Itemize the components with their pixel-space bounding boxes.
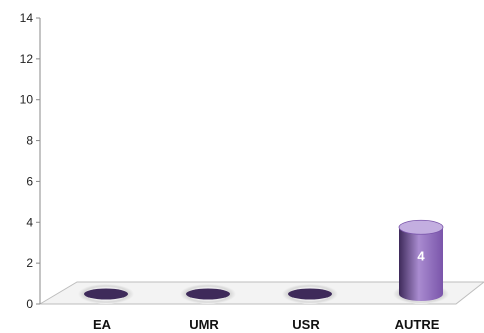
bar-autre	[399, 227, 443, 301]
category-label-umr: UMR	[189, 317, 219, 332]
chart-floor	[38, 281, 484, 305]
y-tick-label-0: 0	[26, 297, 33, 311]
bar-ea	[84, 288, 128, 300]
y-tick-label-14: 14	[20, 11, 34, 25]
y-tick-label-10: 10	[20, 93, 34, 107]
bar-top-autre	[398, 219, 444, 235]
bar-usr	[288, 288, 332, 300]
y-tick-label-12: 12	[20, 52, 34, 66]
y-tick-label-4: 4	[26, 215, 33, 229]
category-label-autre: AUTRE	[395, 317, 440, 332]
y-axis: 0 2 4 6 8 10 12 14	[20, 11, 41, 311]
category-label-usr: USR	[292, 317, 320, 332]
y-tick-label-8: 8	[26, 134, 33, 148]
y-tick-label-6: 6	[26, 174, 33, 188]
bar-series: 4	[78, 219, 449, 304]
data-label-autre: 4	[417, 249, 425, 264]
category-label-ea: EA	[93, 317, 112, 332]
y-tick-label-2: 2	[26, 256, 33, 270]
bar-umr	[186, 288, 230, 300]
category-axis: EA UMR USR AUTRE	[93, 317, 440, 332]
